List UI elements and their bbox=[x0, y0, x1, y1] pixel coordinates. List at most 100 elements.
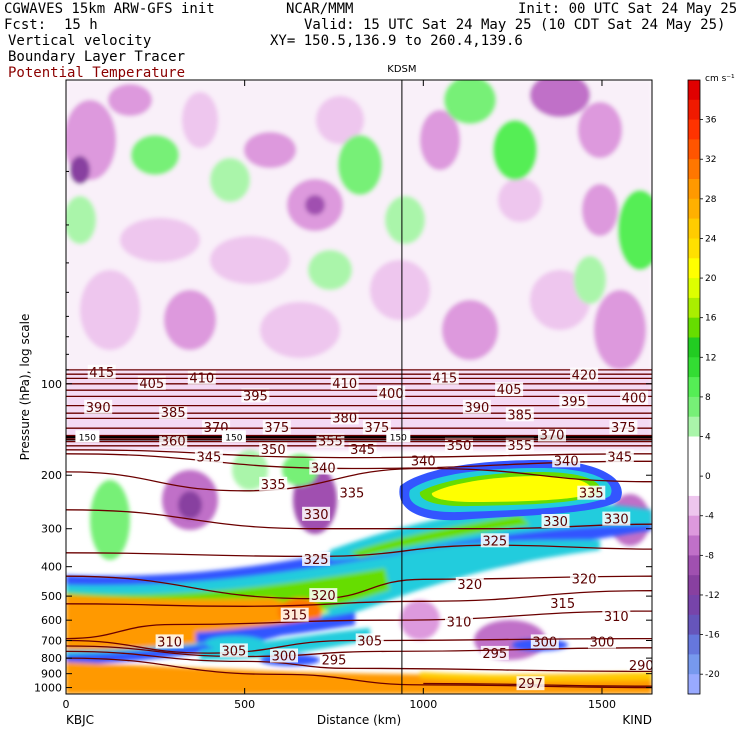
theta-label-320: 320 bbox=[311, 589, 336, 604]
theta-label-375: 375 bbox=[264, 421, 289, 436]
theta-label-310: 310 bbox=[447, 615, 472, 630]
vertical-velocity-field: 290 295 295 297 300 300 300 305 305 310 310 310 315 3… bbox=[66, 80, 652, 694]
theta-label-bg bbox=[320, 652, 348, 667]
theta-label-bg bbox=[316, 433, 345, 448]
colorbar-tick-label: 8 bbox=[705, 393, 711, 403]
upper-tracer-plume bbox=[399, 460, 622, 521]
theta-label-370: 370 bbox=[540, 429, 565, 444]
theta-label-bg bbox=[495, 382, 524, 397]
theta-label-350: 350 bbox=[261, 443, 286, 458]
theta-label-335: 335 bbox=[579, 487, 604, 502]
theta-label-bg bbox=[262, 420, 291, 435]
downdraft-cell bbox=[582, 184, 618, 236]
downdraft-cell bbox=[80, 270, 140, 350]
colorbar-tick-label: -16 bbox=[705, 631, 720, 641]
colorbar-bin bbox=[688, 297, 700, 319]
updraft-cell bbox=[574, 256, 606, 304]
theta-label-bg bbox=[330, 375, 359, 390]
theta-label-bg bbox=[480, 645, 509, 660]
theta-label-310: 310 bbox=[157, 635, 182, 650]
theta-label-bg bbox=[337, 485, 366, 500]
y-tick-label: 900 bbox=[41, 668, 62, 681]
colorbar-tick-label: -12 bbox=[705, 591, 720, 601]
downdraft-cell bbox=[108, 84, 152, 116]
tracer-label-bg bbox=[386, 430, 411, 443]
x-tick-label: 500 bbox=[234, 698, 255, 711]
theta-label-bg bbox=[577, 485, 606, 500]
updraft-cell bbox=[232, 450, 268, 490]
title-line1-mid: NCAR/MMM bbox=[286, 1, 354, 17]
downdraft-cell bbox=[594, 290, 646, 370]
elevated-updraft-core bbox=[350, 515, 530, 558]
left-station-label: KBJC bbox=[66, 713, 94, 727]
theta-label-405: 405 bbox=[139, 377, 164, 392]
theta-label-310: 310 bbox=[604, 610, 629, 625]
downdraft-cell bbox=[370, 260, 430, 320]
theta-label-390: 390 bbox=[464, 401, 489, 416]
theta-label-330: 330 bbox=[604, 513, 629, 528]
theta-label-335: 335 bbox=[261, 478, 286, 493]
theta-label-405: 405 bbox=[497, 383, 522, 398]
theta-label-380: 380 bbox=[332, 411, 357, 426]
downdraft-cell bbox=[120, 218, 200, 262]
theta-contour-345 bbox=[66, 449, 652, 459]
y-tick-label: 200 bbox=[41, 469, 62, 482]
downdraft-cell bbox=[498, 178, 542, 222]
theta-label-bg bbox=[137, 375, 166, 390]
theta-label-bg bbox=[159, 433, 188, 448]
theta-label-bg bbox=[445, 614, 473, 629]
marker-station-label: KDSM bbox=[387, 64, 416, 75]
theta-label-bg bbox=[219, 643, 248, 658]
tracer-label: 150 bbox=[390, 433, 407, 443]
tracer-labels: 150 150 150 bbox=[75, 430, 411, 443]
downdraft-cell bbox=[178, 491, 202, 519]
y-tick-label: 700 bbox=[41, 635, 62, 648]
downdraft-cell bbox=[210, 236, 290, 284]
potential-temperature-contours: 290 295 295 297 300 300 300 305 305 310 310 310 315 3… bbox=[66, 364, 652, 692]
updraft-cell bbox=[90, 480, 130, 560]
theta-label-bg bbox=[480, 533, 509, 548]
theta-label-bg bbox=[605, 449, 634, 464]
theta-label-bg bbox=[362, 420, 391, 435]
colorbar-tick-label: 12 bbox=[705, 353, 716, 363]
theta-label-bg bbox=[84, 399, 113, 414]
theta-label-315: 315 bbox=[282, 609, 307, 624]
tracer-label: 150 bbox=[225, 433, 242, 443]
colorbar-tick-label: -4 bbox=[705, 512, 714, 522]
theta-label-bg bbox=[455, 577, 484, 592]
updraft-cell bbox=[66, 196, 96, 244]
theta-label-395: 395 bbox=[561, 395, 586, 410]
theta-label-bg bbox=[541, 514, 570, 528]
downdraft-cell bbox=[70, 156, 90, 184]
colorbar-bin bbox=[688, 80, 700, 101]
downdraft-cell bbox=[420, 110, 460, 170]
theta-label-415: 415 bbox=[89, 366, 114, 381]
theta-contour-340 bbox=[66, 453, 652, 470]
right-station-label: KIND bbox=[622, 713, 652, 727]
colorbar-tick-label: 28 bbox=[705, 195, 717, 205]
title-init: Init: 00 UTC Sat 24 May 25 bbox=[518, 1, 738, 17]
updraft-cell bbox=[308, 250, 352, 290]
theta-label-bg bbox=[516, 676, 545, 691]
x-axis: 0 500 1000 1500 bbox=[63, 80, 616, 711]
theta-label-bg bbox=[548, 595, 577, 610]
colorbar-bin bbox=[688, 139, 700, 160]
theta-label-300: 300 bbox=[272, 650, 297, 665]
theta-label-415: 415 bbox=[432, 371, 457, 386]
colorbar-bin bbox=[688, 238, 700, 259]
updraft-cell bbox=[618, 190, 652, 270]
theta-label-375: 375 bbox=[364, 421, 389, 436]
theta-label-355: 355 bbox=[507, 439, 532, 454]
theta-label-320: 320 bbox=[457, 578, 482, 593]
theta-label-bg bbox=[355, 633, 384, 648]
theta-contour-300 bbox=[66, 645, 652, 658]
theta-label-350: 350 bbox=[447, 439, 472, 454]
theta-label-340: 340 bbox=[554, 454, 579, 469]
downdraft-cell bbox=[530, 80, 590, 117]
colorbar-tick-label: 0 bbox=[705, 472, 711, 482]
field-name-3: Potential Temperature bbox=[8, 65, 186, 81]
theta-label-bg bbox=[602, 511, 631, 526]
theta-label-330: 330 bbox=[543, 515, 568, 530]
theta-label-bg bbox=[302, 551, 331, 566]
